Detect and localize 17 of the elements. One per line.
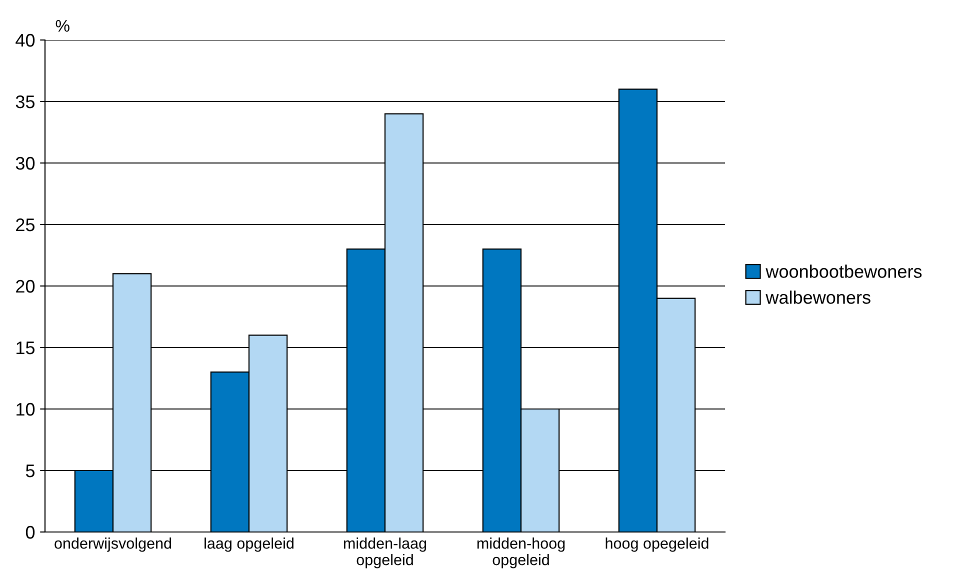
y-tick-label: 25: [16, 218, 35, 232]
y-axis-title: %: [56, 20, 70, 32]
y-tick-label: 40: [16, 34, 35, 47]
y-tick-label: 30: [16, 156, 35, 170]
y-tick-label: 5: [26, 464, 35, 478]
x-tick-label: midden-laag opgeleid: [344, 538, 426, 568]
legend-label: woonbootbewoners: [766, 264, 922, 278]
legend-label: walbewoners: [766, 290, 870, 304]
y-tick-label: 0: [26, 526, 35, 539]
y-tick-label: 35: [16, 95, 35, 108]
x-tick-label: onderwijsvolgend: [54, 538, 172, 552]
y-tick-label: 10: [16, 402, 35, 416]
x-tick-label: midden-hoog opgeleid: [477, 538, 565, 568]
x-tick-label: hoog opegeleid: [606, 538, 708, 552]
y-tick-label: 15: [16, 342, 35, 354]
x-tick-label: laag opgeleid: [204, 538, 294, 552]
y-tick-label: 20: [16, 280, 35, 293]
